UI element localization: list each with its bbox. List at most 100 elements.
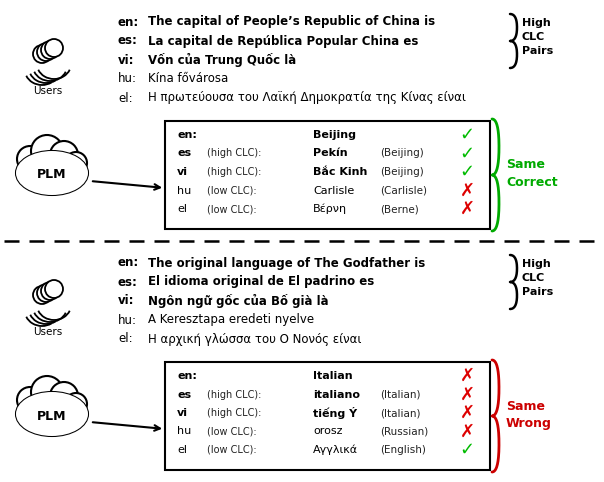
Ellipse shape — [16, 151, 88, 195]
Text: es:: es: — [118, 276, 138, 289]
Ellipse shape — [16, 392, 88, 436]
Text: ✗: ✗ — [460, 404, 475, 422]
Text: el: el — [177, 445, 187, 455]
Text: CLC: CLC — [522, 273, 545, 283]
Text: tiếng Ý: tiếng Ý — [313, 407, 357, 419]
Wedge shape — [38, 305, 70, 322]
Text: Same: Same — [506, 400, 545, 413]
Circle shape — [65, 393, 87, 415]
Text: ✗: ✗ — [460, 386, 475, 403]
Text: ✓: ✓ — [460, 441, 475, 459]
Text: Ngôn ngữ gốc của Bố già là: Ngôn ngữ gốc của Bố già là — [148, 294, 329, 308]
Text: Users: Users — [33, 86, 63, 96]
Wedge shape — [26, 311, 58, 328]
Ellipse shape — [16, 151, 88, 195]
Circle shape — [33, 45, 51, 63]
Text: italiano: italiano — [313, 389, 360, 400]
Text: (Italian): (Italian) — [380, 408, 420, 418]
Text: es:: es: — [118, 35, 138, 48]
Text: hu:: hu: — [118, 313, 137, 326]
Wedge shape — [34, 307, 66, 324]
Circle shape — [33, 286, 51, 304]
Text: Same: Same — [506, 159, 545, 172]
Circle shape — [31, 135, 63, 167]
Text: es: es — [177, 389, 191, 400]
Text: Pekín: Pekín — [313, 148, 348, 159]
Text: (Carlisle): (Carlisle) — [380, 186, 427, 196]
Circle shape — [17, 146, 43, 172]
Text: The capital of People’s Republic of China is: The capital of People’s Republic of Chin… — [148, 15, 435, 28]
Circle shape — [50, 382, 78, 410]
Text: el:: el: — [118, 333, 133, 346]
Text: hu:: hu: — [118, 72, 137, 85]
Text: (Italian): (Italian) — [380, 389, 420, 400]
Circle shape — [31, 376, 63, 408]
Text: Η πρωτεύουσα του Λαϊκή Δημοκρατία της Κίνας είναι: Η πρωτεύουσα του Λαϊκή Δημοκρατία της Κί… — [148, 92, 466, 105]
Text: (English): (English) — [380, 445, 426, 455]
Text: Vốn của Trung Quốc là: Vốn của Trung Quốc là — [148, 53, 296, 67]
Circle shape — [65, 152, 87, 174]
Circle shape — [17, 387, 43, 413]
Text: Pairs: Pairs — [522, 287, 553, 297]
Text: hu: hu — [177, 427, 191, 437]
Text: (low CLC):: (low CLC): — [207, 445, 257, 455]
Text: Carlisle: Carlisle — [313, 186, 355, 196]
Text: (high CLC):: (high CLC): — [207, 167, 262, 177]
Text: ✗: ✗ — [460, 182, 475, 200]
Text: en:: en: — [118, 15, 140, 28]
Text: ✗: ✗ — [460, 367, 475, 385]
Text: (high CLC):: (high CLC): — [207, 408, 262, 418]
Text: vi: vi — [177, 408, 188, 418]
Text: es: es — [177, 148, 191, 159]
Text: Βέρνη: Βέρνη — [313, 204, 347, 214]
FancyBboxPatch shape — [165, 121, 490, 229]
Wedge shape — [30, 68, 62, 85]
Text: Italian: Italian — [313, 371, 353, 381]
Text: Η αρχική γλώσσα του Ο Νονός είναι: Η αρχική γλώσσα του Ο Νονός είναι — [148, 333, 361, 346]
Text: Users: Users — [33, 327, 63, 337]
Text: (low CLC):: (low CLC): — [207, 427, 257, 437]
Text: vi:: vi: — [118, 54, 135, 67]
Text: (high CLC):: (high CLC): — [207, 148, 262, 159]
Circle shape — [37, 284, 55, 302]
Circle shape — [45, 39, 63, 57]
Text: ✓: ✓ — [460, 145, 475, 162]
Text: hu: hu — [177, 186, 191, 196]
Text: (high CLC):: (high CLC): — [207, 389, 262, 400]
Wedge shape — [26, 70, 58, 87]
Text: Beijing: Beijing — [313, 130, 356, 140]
Circle shape — [41, 41, 59, 59]
Text: en:: en: — [118, 256, 140, 269]
Text: The original language of The Godfather is: The original language of The Godfather i… — [148, 256, 425, 269]
Text: Wrong: Wrong — [506, 417, 552, 430]
Text: Correct: Correct — [506, 176, 557, 189]
Text: (Russian): (Russian) — [380, 427, 428, 437]
Text: ✗: ✗ — [460, 200, 475, 218]
Text: vi: vi — [177, 167, 188, 177]
Text: orosz: orosz — [313, 427, 342, 437]
Text: La capital de República Popular China es: La capital de República Popular China es — [148, 35, 419, 48]
Text: ✗: ✗ — [460, 423, 475, 441]
Text: ✓: ✓ — [460, 126, 475, 144]
Text: Kína fővárosa: Kína fővárosa — [148, 72, 228, 85]
Text: El idioma original de El padrino es: El idioma original de El padrino es — [148, 276, 374, 289]
Text: (Beijing): (Beijing) — [380, 148, 424, 159]
Text: CLC: CLC — [522, 32, 545, 42]
Wedge shape — [38, 64, 70, 81]
Text: el: el — [177, 204, 187, 214]
Text: el:: el: — [118, 92, 133, 105]
Circle shape — [37, 43, 55, 61]
FancyBboxPatch shape — [165, 362, 490, 470]
Text: ✓: ✓ — [460, 163, 475, 181]
Text: PLM: PLM — [37, 169, 67, 182]
Text: Pairs: Pairs — [522, 46, 553, 56]
Ellipse shape — [16, 392, 88, 436]
Text: PLM: PLM — [37, 410, 67, 423]
Circle shape — [50, 141, 78, 169]
Text: en:: en: — [177, 130, 197, 140]
Text: A Keresztapa eredeti nyelve: A Keresztapa eredeti nyelve — [148, 313, 314, 326]
Text: (low CLC):: (low CLC): — [207, 204, 257, 214]
Circle shape — [41, 282, 59, 300]
Wedge shape — [30, 309, 62, 326]
Text: (low CLC):: (low CLC): — [207, 186, 257, 196]
